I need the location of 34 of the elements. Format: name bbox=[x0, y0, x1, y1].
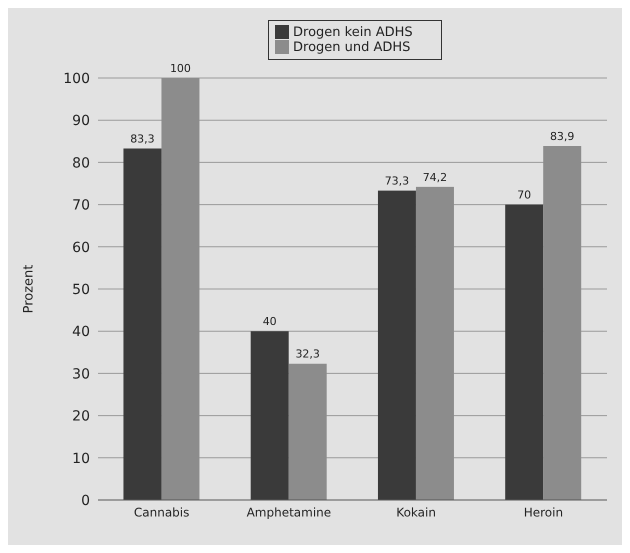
y-tick-label: 20 bbox=[72, 408, 90, 425]
bar bbox=[416, 186, 454, 500]
bar bbox=[378, 190, 416, 500]
y-tick-label: 40 bbox=[72, 324, 90, 340]
y-tick-label: 50 bbox=[72, 282, 90, 298]
y-tick-label: 100 bbox=[63, 70, 90, 87]
data-label: 83,9 bbox=[550, 130, 574, 143]
bar bbox=[505, 204, 544, 500]
y-tick-label: 10 bbox=[72, 450, 90, 467]
x-tick-label: Cannabis bbox=[134, 506, 190, 520]
bar bbox=[250, 331, 289, 500]
y-tick-label: 80 bbox=[72, 155, 90, 172]
y-tick-label: 70 bbox=[72, 198, 90, 214]
data-label: 70 bbox=[517, 188, 532, 202]
bar bbox=[288, 364, 327, 500]
y-tick-label: 30 bbox=[72, 366, 90, 382]
bar bbox=[543, 146, 582, 500]
x-tick-label: Kokain bbox=[396, 506, 436, 520]
x-tick-label: Amphetamine bbox=[246, 506, 332, 520]
data-label: 74,2 bbox=[422, 170, 448, 184]
data-label: 100 bbox=[170, 62, 191, 75]
data-label: 32,3 bbox=[295, 348, 320, 361]
data-label: 40 bbox=[262, 315, 277, 328]
y-axis-title: Prozent bbox=[22, 264, 37, 314]
bar bbox=[161, 78, 200, 500]
bar bbox=[123, 148, 162, 500]
y-tick-label: 60 bbox=[72, 240, 90, 256]
x-tick-label: Heroin bbox=[524, 506, 564, 520]
legend-label: Drogen und ADHS bbox=[293, 40, 410, 55]
y-tick-label: 90 bbox=[72, 113, 90, 130]
legend-label: Drogen kein ADHS bbox=[293, 25, 413, 40]
data-label: 73,3 bbox=[384, 174, 410, 188]
data-label: 83,3 bbox=[130, 132, 155, 146]
y-tick-label: 0 bbox=[81, 492, 90, 509]
